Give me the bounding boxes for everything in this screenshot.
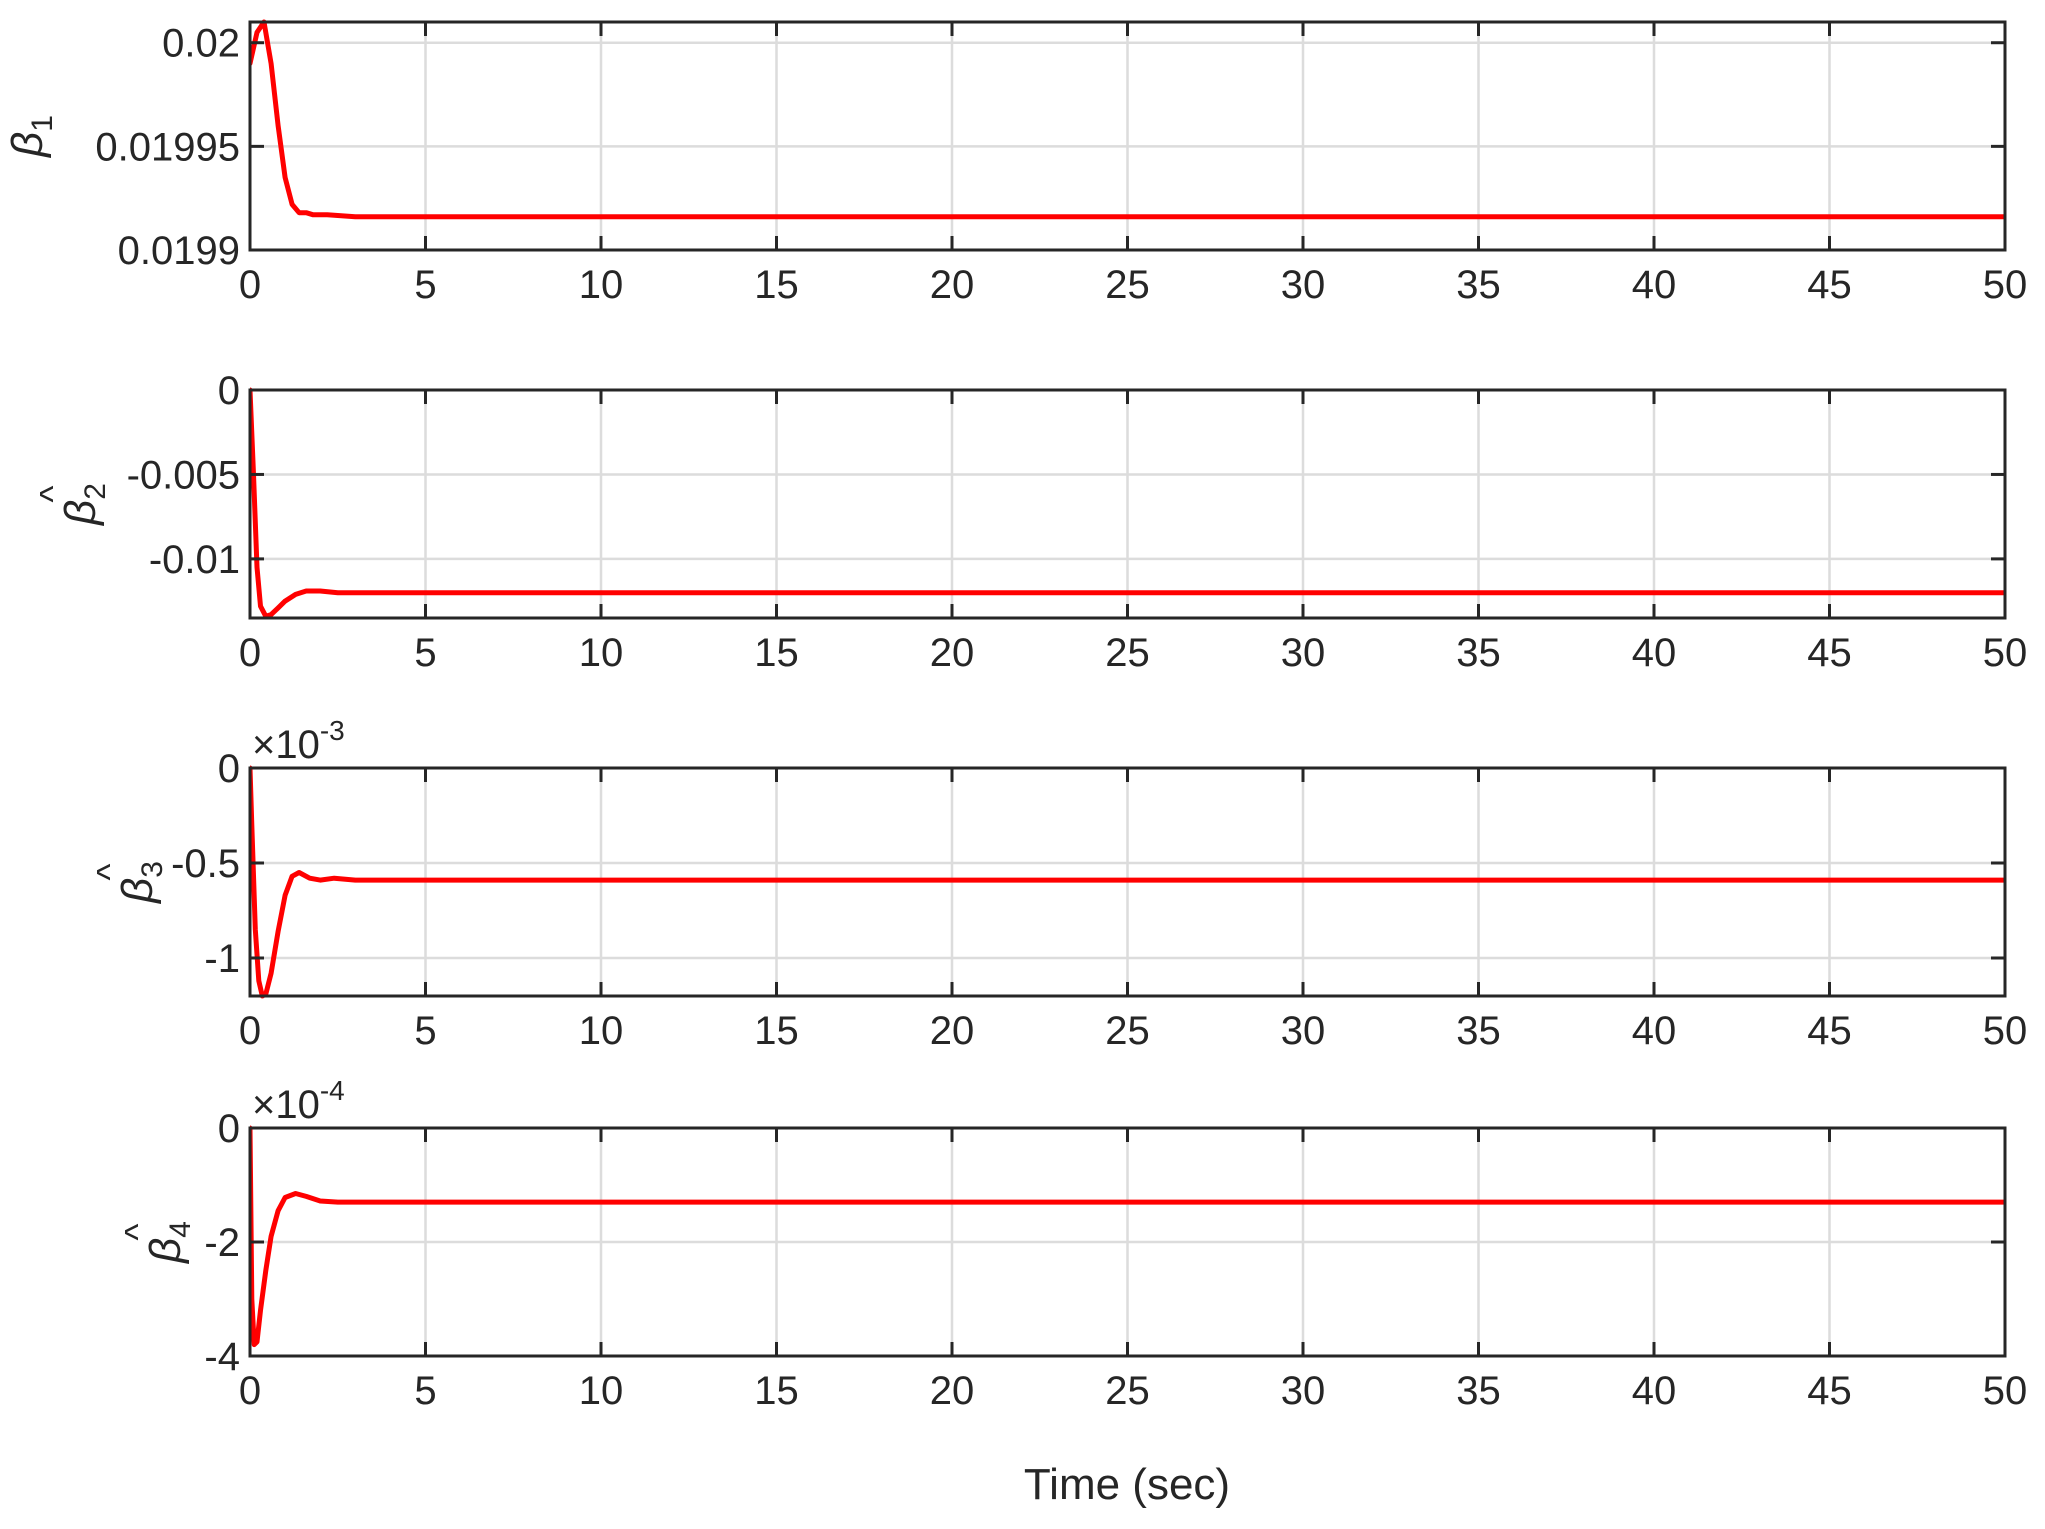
x-tick-label: 15 [754, 1369, 799, 1413]
x-tick-label: 15 [754, 1009, 799, 1053]
x-tick-label: 20 [930, 1369, 975, 1413]
y-axis-label: β1 [3, 115, 59, 159]
x-tick-label: 50 [1983, 1369, 2028, 1413]
x-tick-label: 50 [1983, 263, 2028, 307]
x-tick-label: 35 [1456, 1009, 1501, 1053]
y-label-subscript: 4 [164, 1221, 197, 1238]
y-label-symbol: β [141, 1238, 190, 1265]
x-tick-label: 45 [1807, 631, 1852, 675]
x-tick-label: 10 [579, 263, 624, 307]
y-tick-label: -4 [204, 1335, 240, 1379]
x-tick-label: 25 [1105, 263, 1150, 307]
x-tick-label: 5 [414, 631, 436, 675]
x-tick-label: 40 [1632, 263, 1677, 307]
x-tick-label: 40 [1632, 1369, 1677, 1413]
x-tick-label: 20 [930, 631, 975, 675]
x-tick-label: 0 [239, 263, 261, 307]
y-axis-label: β4 [141, 1221, 197, 1265]
y-tick-label: 0 [218, 747, 240, 791]
x-tick-label: 45 [1807, 263, 1852, 307]
y-label-subscript: 1 [26, 115, 59, 132]
y-label-subscript: 2 [79, 483, 112, 500]
x-tick-label: 10 [579, 631, 624, 675]
x-tick-label: 0 [239, 1369, 261, 1413]
series-line [250, 387, 2005, 619]
x-tick-label: 10 [579, 1369, 624, 1413]
x-tick-label: 40 [1632, 1009, 1677, 1053]
x-tick-label: 35 [1456, 1369, 1501, 1413]
y-tick-label: -0.005 [127, 453, 240, 497]
x-tick-label: 25 [1105, 631, 1150, 675]
x-axis-label: Time (sec) [1024, 1460, 1230, 1509]
y-tick-label: -1 [204, 937, 240, 981]
y-label-symbol: β [113, 878, 162, 905]
series-line [250, 19, 2005, 220]
x-tick-label: 5 [414, 263, 436, 307]
exponent-base: ×10 [252, 723, 320, 767]
x-tick-label: 30 [1281, 1369, 1326, 1413]
x-tick-label: 5 [414, 1009, 436, 1053]
x-tick-label: 25 [1105, 1369, 1150, 1413]
x-tick-label: 50 [1983, 1009, 2028, 1053]
x-tick-label: 20 [930, 263, 975, 307]
x-tick-label: 15 [754, 631, 799, 675]
y-label-hat: ^ [89, 863, 130, 880]
y-tick-label: -2 [204, 1221, 240, 1265]
y-axis-label: β2 [56, 483, 112, 527]
subplot-panels: 051015202530354045500.01990.019950.02β1^… [0, 19, 2028, 1413]
y-label-hat: ^ [32, 485, 73, 502]
y-tick-label: 0 [218, 1107, 240, 1151]
y-exponent-label: ×10-4 [252, 1075, 345, 1127]
x-tick-label: 30 [1281, 263, 1326, 307]
y-tick-label: -0.5 [171, 842, 240, 886]
y-label-subscript: 3 [136, 861, 169, 878]
x-tick-label: 0 [239, 1009, 261, 1053]
x-tick-label: 35 [1456, 263, 1501, 307]
x-tick-label: 30 [1281, 631, 1326, 675]
x-tick-label: 50 [1983, 631, 2028, 675]
x-tick-label: 45 [1807, 1009, 1852, 1053]
x-tick-label: 10 [579, 1009, 624, 1053]
y-exponent-label: ×10-3 [252, 715, 345, 767]
y-tick-label: -0.01 [149, 538, 240, 582]
exponent-power: -4 [320, 1075, 345, 1106]
x-tick-label: 30 [1281, 1009, 1326, 1053]
y-tick-label: 0.0199 [118, 229, 240, 273]
y-tick-label: 0.01995 [95, 125, 240, 169]
x-tick-label: 15 [754, 263, 799, 307]
series-line [250, 765, 2005, 999]
y-axis-label: β3 [113, 861, 169, 905]
y-tick-label: 0 [218, 369, 240, 413]
x-tick-label: 45 [1807, 1369, 1852, 1413]
subplot-4: 0 5 10 15 20 25 30 35 40 45 50-4-20×10-4β4^ [117, 1075, 2027, 1413]
series-line [250, 1125, 2005, 1348]
x-tick-label: 40 [1632, 631, 1677, 675]
y-label-hat: ^ [117, 1223, 158, 1240]
y-label-symbol: β [56, 500, 105, 527]
x-tick-label: 0 [239, 631, 261, 675]
exponent-power: -3 [320, 715, 345, 746]
x-tick-label: 25 [1105, 1009, 1150, 1053]
x-tick-label: 20 [930, 1009, 975, 1053]
subplot-3: 0 5 10 15 20 25 30 35 40 45 50-1-0.50×10-3β3^ [89, 715, 2027, 1053]
x-tick-label: 35 [1456, 631, 1501, 675]
x-tick-label: 5 [414, 1369, 436, 1413]
y-label-hat: ^ [0, 117, 20, 134]
exponent-base: ×10 [252, 1083, 320, 1127]
y-label-symbol: β [3, 132, 52, 159]
y-tick-label: 0.02 [162, 22, 240, 66]
